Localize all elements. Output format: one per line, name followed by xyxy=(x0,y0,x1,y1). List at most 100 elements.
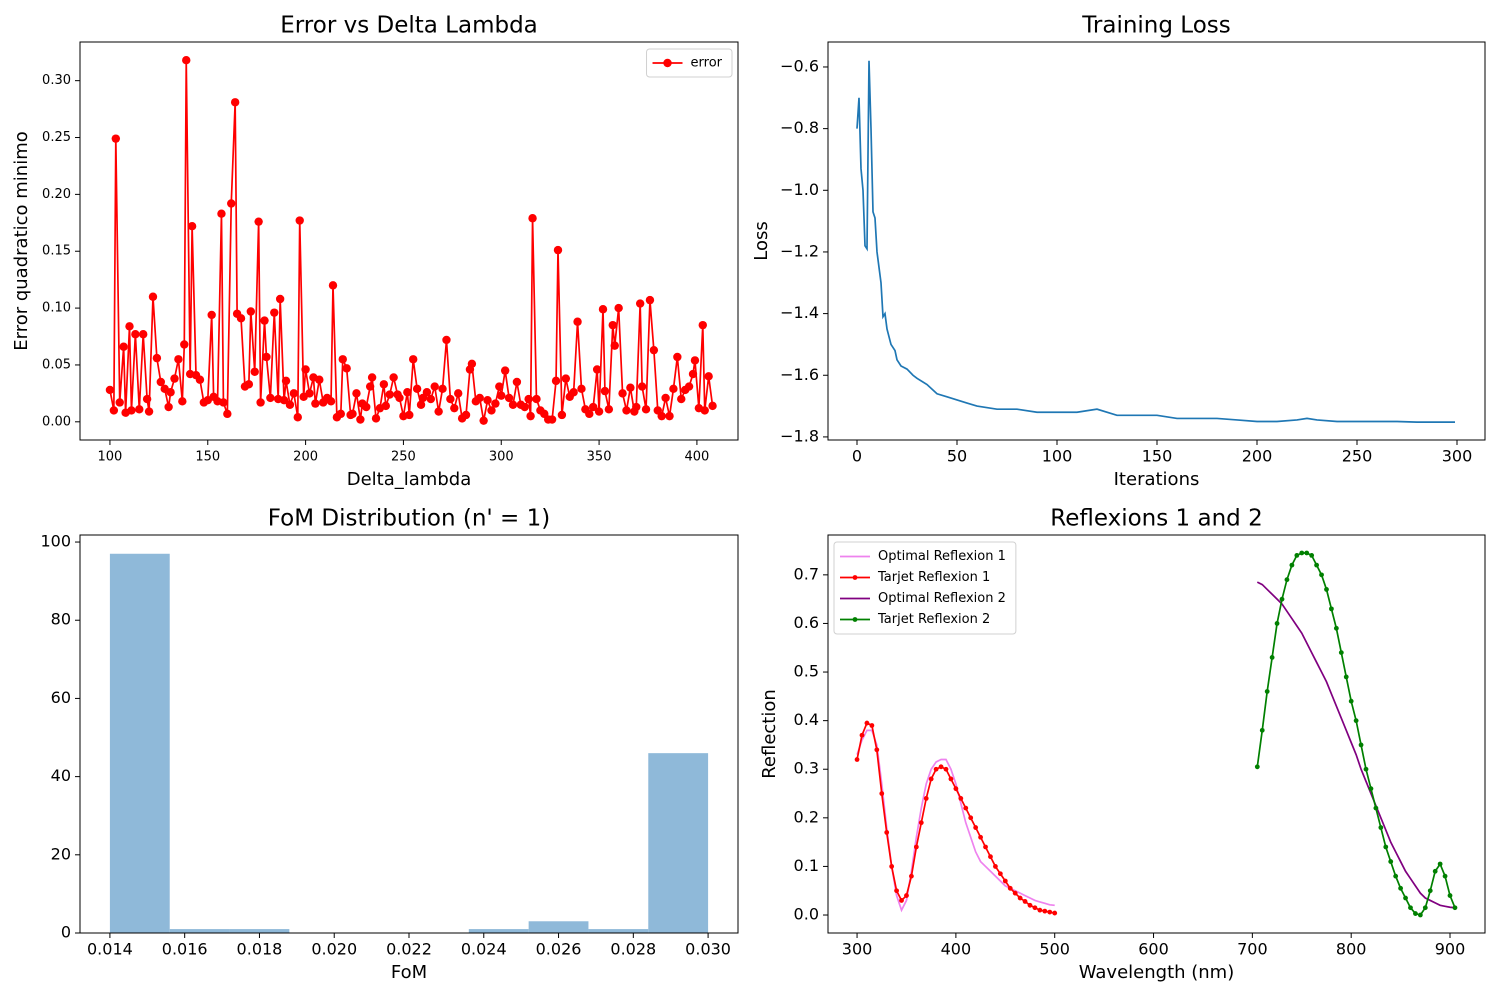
marker xyxy=(371,414,381,423)
marker xyxy=(665,411,674,421)
marker xyxy=(342,364,351,373)
marker xyxy=(1037,907,1043,913)
marker xyxy=(592,365,602,374)
marker xyxy=(275,294,285,304)
marker xyxy=(904,893,909,898)
marker xyxy=(854,757,860,762)
x-tick-label: 300 xyxy=(842,940,873,959)
y-tick-label: 0.6 xyxy=(794,613,819,632)
marker xyxy=(1383,844,1389,850)
y-tick-label: 0.0 xyxy=(794,905,819,924)
marker xyxy=(381,401,391,411)
marker xyxy=(1314,562,1319,568)
x-tick-label: 0.014 xyxy=(87,940,133,959)
marker xyxy=(219,398,228,407)
marker xyxy=(174,355,183,364)
marker xyxy=(918,820,924,826)
marker xyxy=(217,209,226,218)
marker xyxy=(135,405,144,414)
legend-marker xyxy=(852,575,858,580)
marker xyxy=(899,898,904,903)
marker xyxy=(430,382,439,391)
marker xyxy=(500,366,510,375)
marker xyxy=(968,815,974,821)
marker xyxy=(978,834,983,840)
marker xyxy=(256,398,265,407)
marker xyxy=(1398,885,1404,891)
x-tick-label: 200 xyxy=(1242,447,1273,466)
marker xyxy=(367,373,377,382)
marker xyxy=(690,356,700,365)
marker xyxy=(223,409,232,419)
marker xyxy=(1408,905,1413,911)
marker xyxy=(923,795,929,801)
marker xyxy=(1413,911,1418,916)
marker xyxy=(119,342,128,351)
marker xyxy=(326,397,336,406)
y-tick-label: −1.6 xyxy=(780,365,819,384)
marker xyxy=(142,394,152,404)
x-tick-label: 100 xyxy=(1042,447,1073,466)
marker xyxy=(938,764,944,770)
marker xyxy=(958,795,964,801)
marker xyxy=(1417,912,1423,918)
marker xyxy=(1289,562,1295,568)
marker xyxy=(156,377,166,387)
marker xyxy=(483,396,492,405)
marker xyxy=(997,871,1003,877)
marker xyxy=(254,217,263,226)
marker xyxy=(708,401,717,411)
marker xyxy=(207,310,216,320)
marker xyxy=(293,413,302,422)
marker xyxy=(412,384,422,394)
marker xyxy=(182,55,191,65)
marker xyxy=(1022,899,1028,904)
legend-marker xyxy=(852,617,858,622)
bar xyxy=(468,929,529,933)
x-tick-label: 700 xyxy=(1237,940,1268,959)
series-line xyxy=(1256,581,1456,909)
y-tick-label: −0.8 xyxy=(780,118,819,137)
marker xyxy=(262,352,271,362)
x-tick-label: 0.030 xyxy=(685,940,731,959)
marker xyxy=(409,355,418,364)
marker xyxy=(1012,890,1018,896)
marker xyxy=(434,407,443,416)
bar xyxy=(528,921,589,933)
marker xyxy=(395,393,404,403)
axes-frame xyxy=(79,41,739,441)
marker xyxy=(520,402,529,412)
y-tick-label: 0.5 xyxy=(794,662,819,681)
x-tick-label: 150 xyxy=(1142,447,1173,466)
y-tick-label: 0.15 xyxy=(42,244,71,259)
marker xyxy=(131,330,140,339)
marker xyxy=(442,335,451,345)
x-axis-label: Iterations xyxy=(1114,469,1200,490)
y-tick-label: 20 xyxy=(51,844,71,863)
marker xyxy=(700,406,709,415)
marker xyxy=(479,416,488,425)
marker xyxy=(438,384,447,394)
marker xyxy=(645,295,655,305)
marker xyxy=(301,365,310,374)
marker xyxy=(1422,905,1428,911)
marker xyxy=(311,399,320,408)
marker xyxy=(164,402,173,412)
marker xyxy=(594,407,604,416)
marker xyxy=(1017,895,1023,901)
marker xyxy=(1279,596,1285,602)
marker xyxy=(600,386,610,396)
marker xyxy=(227,199,236,208)
y-tick-label: −1.0 xyxy=(780,180,819,199)
y-tick-label: −1.2 xyxy=(780,241,819,260)
marker xyxy=(698,320,707,330)
marker xyxy=(948,776,954,782)
x-tick-label: 200 xyxy=(293,450,318,465)
marker xyxy=(1373,805,1379,811)
legend-label: error xyxy=(691,56,723,71)
marker xyxy=(144,407,154,416)
marker xyxy=(328,281,338,290)
x-tick-label: 0 xyxy=(852,447,862,466)
x-tick-label: 400 xyxy=(684,450,709,465)
y-tick-label: 0.7 xyxy=(794,564,819,583)
